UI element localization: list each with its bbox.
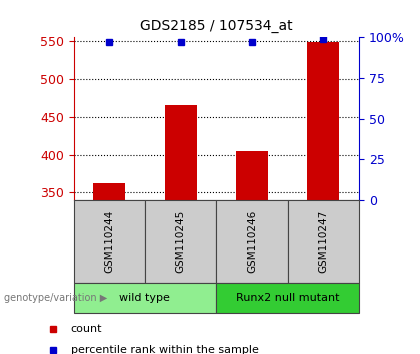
Bar (216, 200, 288, 283)
Text: GSM110245: GSM110245 (176, 210, 186, 273)
Bar (165, 105, 197, 200)
Text: genotype/variation ▶: genotype/variation ▶ (4, 293, 108, 303)
Bar (307, 42, 339, 200)
Text: GSM110244: GSM110244 (104, 210, 114, 273)
Text: GSM110247: GSM110247 (318, 210, 328, 273)
Text: wild type: wild type (119, 293, 171, 303)
Bar (288, 200, 359, 283)
Title: GDS2185 / 107534_at: GDS2185 / 107534_at (140, 19, 293, 33)
Text: percentile rank within the sample: percentile rank within the sample (71, 345, 258, 354)
Bar (93, 183, 125, 200)
Text: Runx2 null mutant: Runx2 null mutant (236, 293, 339, 303)
Bar (145, 200, 216, 283)
Text: GSM110246: GSM110246 (247, 210, 257, 273)
Bar (74, 200, 145, 283)
Bar (216, 283, 359, 313)
Bar (236, 151, 268, 200)
Text: count: count (71, 324, 102, 334)
Bar (74, 283, 216, 313)
